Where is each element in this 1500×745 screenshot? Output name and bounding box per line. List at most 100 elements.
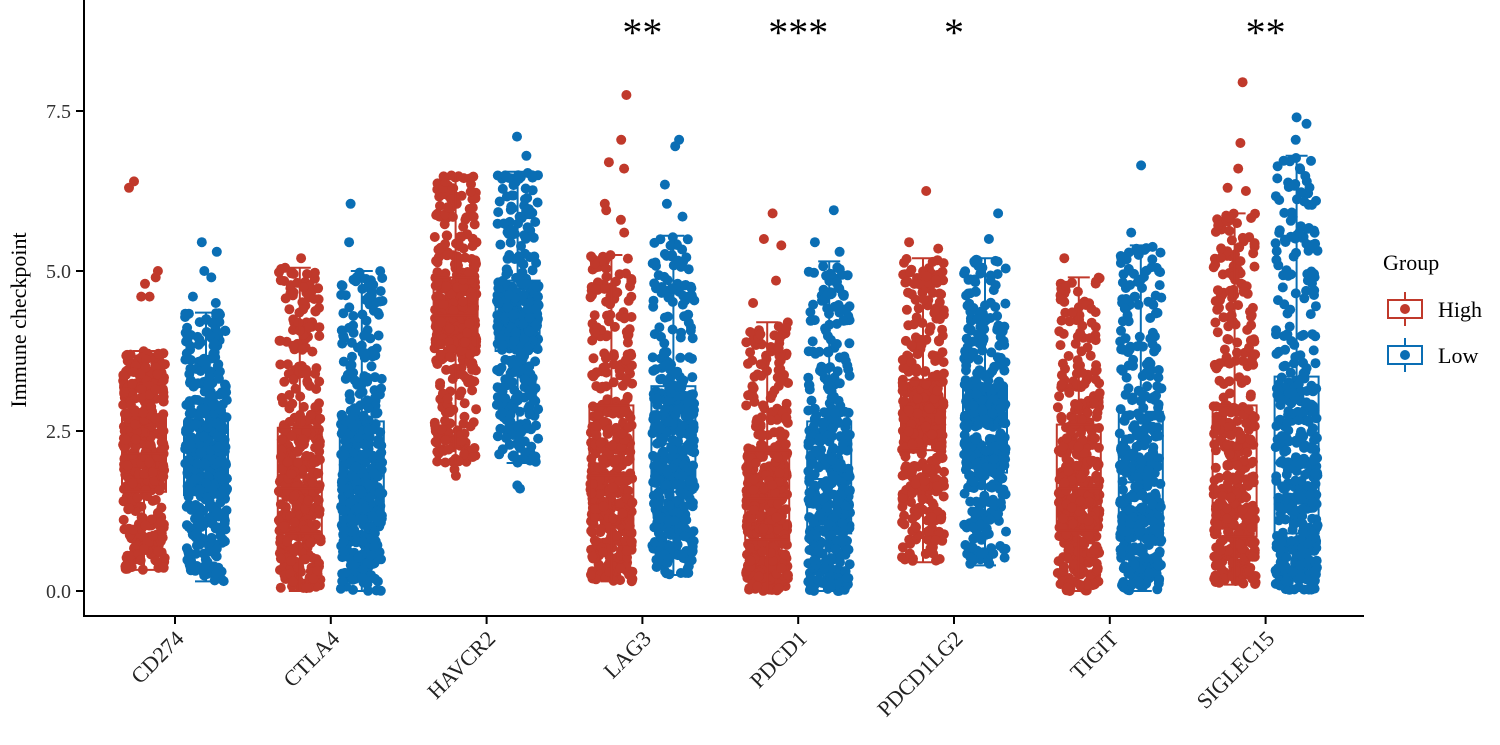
data-point (158, 391, 169, 402)
data-point (211, 507, 222, 518)
data-point (963, 288, 974, 299)
data-point (662, 467, 673, 477)
data-point (769, 427, 780, 438)
data-point (289, 490, 300, 501)
data-point (124, 503, 135, 514)
data-point (909, 376, 920, 387)
data-point (158, 562, 169, 573)
data-point (279, 376, 290, 387)
outlier-point (619, 227, 630, 238)
data-point (205, 390, 216, 401)
data-point (774, 467, 785, 478)
data-point (207, 401, 218, 411)
data-point (666, 283, 677, 294)
data-point (772, 452, 783, 463)
outlier-point (603, 157, 614, 168)
outlier-point (933, 243, 944, 254)
data-point (781, 323, 792, 333)
data-point (649, 498, 659, 509)
outlier-point (150, 272, 161, 283)
data-point (501, 191, 512, 202)
data-point (610, 454, 621, 465)
data-point (803, 266, 814, 277)
data-point (344, 389, 355, 400)
data-point (522, 222, 533, 233)
data-point (118, 370, 129, 380)
data-point (492, 431, 503, 442)
outlier-point (670, 141, 681, 152)
data-point (622, 337, 633, 348)
data-point (125, 399, 136, 410)
data-point (190, 565, 201, 576)
data-point (934, 450, 945, 461)
data-point (205, 379, 216, 390)
data-point (504, 290, 515, 301)
data-point (375, 508, 386, 519)
data-point (625, 281, 635, 292)
data-point (689, 405, 699, 415)
data-point (910, 478, 921, 489)
data-point (140, 485, 151, 496)
data-point (120, 561, 131, 572)
data-point (353, 432, 364, 443)
data-point (684, 292, 695, 303)
data-point (753, 429, 764, 440)
data-point (279, 521, 289, 532)
data-point (363, 292, 374, 303)
data-point (527, 265, 538, 276)
data-point (282, 536, 292, 547)
data-point (679, 311, 690, 322)
data-point (626, 576, 637, 587)
data-point (622, 456, 633, 467)
data-point (183, 556, 194, 567)
outlier-point (601, 205, 612, 216)
data-point (924, 525, 935, 536)
data-point (524, 252, 535, 263)
data-point (462, 327, 473, 338)
data-point (586, 569, 596, 580)
data-point (144, 457, 155, 468)
data-point (152, 369, 163, 380)
data-point (190, 474, 201, 484)
data-point (369, 348, 379, 359)
data-point (598, 547, 608, 558)
data-point (347, 351, 357, 362)
data-point (753, 571, 764, 582)
data-point (911, 522, 921, 533)
data-point (366, 361, 377, 372)
data-point (275, 553, 286, 564)
data-point (509, 335, 520, 346)
outlier-point (904, 237, 915, 248)
data-point (813, 574, 824, 585)
data-point (150, 413, 161, 424)
data-point (745, 347, 756, 358)
data-point (900, 451, 911, 462)
data-point (985, 297, 996, 308)
data-point (216, 405, 226, 416)
data-point (507, 203, 518, 214)
data-point (374, 496, 385, 507)
data-point (590, 328, 601, 339)
outlier-point (196, 237, 207, 248)
data-point (211, 568, 222, 579)
data-point (296, 361, 307, 371)
data-point (468, 417, 479, 428)
data-point (201, 478, 212, 489)
data-point (440, 415, 450, 426)
data-point (826, 530, 837, 541)
data-point (897, 517, 908, 528)
outlier-point (345, 198, 356, 209)
data-point (819, 418, 830, 429)
data-point (220, 325, 231, 336)
data-point (359, 330, 370, 341)
data-point (675, 352, 686, 363)
data-point (359, 439, 370, 450)
data-point (803, 346, 814, 357)
data-point (296, 416, 307, 427)
data-point (595, 437, 606, 448)
outlier-point (296, 253, 307, 264)
data-point (607, 440, 618, 451)
data-point (532, 197, 543, 208)
data-point (533, 433, 544, 444)
data-point (196, 521, 207, 531)
